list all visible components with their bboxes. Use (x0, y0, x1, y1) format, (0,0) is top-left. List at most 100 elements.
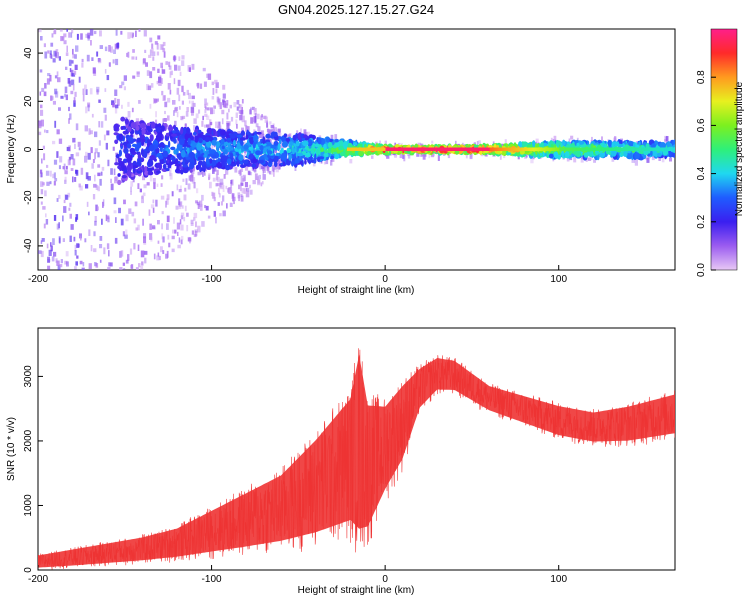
spectrogram-cell (151, 51, 156, 56)
spectrogram-cell (449, 147, 451, 151)
spectrogram-cell (614, 136, 617, 141)
spectrogram-cell (149, 144, 155, 152)
spectrogram-cell (623, 151, 628, 157)
spectrogram-cell (221, 145, 225, 150)
spectrogram-cell (53, 251, 57, 257)
spectrogram-cell (638, 141, 641, 146)
spectrogram-cell (42, 145, 45, 150)
spectrogram-cell (167, 164, 172, 169)
spectrogram-cell (452, 147, 455, 151)
spectrogram-cell (39, 91, 42, 96)
spectrogram-cell (566, 157, 570, 162)
colorbar: 0.0 0.2 0.4 0.6 0.8 Normalized spectral ampl… (696, 28, 745, 277)
spectrogram-cell (117, 173, 121, 177)
spectrogram-cell (197, 133, 202, 138)
spectrogram-cell (63, 40, 67, 45)
spectrogram-cell (245, 166, 249, 171)
spectrogram-cell (215, 88, 218, 94)
spectrogram-cell (416, 151, 420, 157)
spectrogram-cell (220, 201, 223, 206)
spectrogram-cell (171, 191, 174, 197)
spectrogram-cell (86, 201, 89, 207)
spectrogram-cell (122, 130, 129, 135)
spectrogram-cell (259, 145, 264, 151)
spectrogram-cell (39, 173, 42, 178)
spectrogram-cell (253, 129, 256, 133)
spectrogram-cell (209, 121, 213, 126)
spectrogram-cell (374, 147, 376, 151)
spectrogram-cell (204, 98, 207, 106)
spectrogram-cell (166, 198, 169, 205)
spectrogram-cell (204, 113, 208, 117)
spectrogram-cell (572, 147, 575, 151)
spectrogram-cell (71, 60, 74, 64)
spectrogram-cell (161, 223, 163, 230)
spectrogram-cell (43, 43, 46, 48)
spectrogram-cell (155, 126, 162, 133)
spectrogram-cell (304, 159, 307, 165)
spectrogram-cell (331, 158, 335, 162)
spectrogram-cell (204, 124, 208, 128)
spectrogram-cell (56, 71, 59, 77)
spectrogram-cell (163, 95, 166, 101)
spectrogram-cell (118, 207, 121, 214)
spectrogram-cell (87, 35, 90, 41)
spectrogram-cell (99, 30, 102, 37)
spectrogram-cell (200, 203, 203, 211)
spectrogram-cell (381, 147, 384, 151)
spectrogram-cell (166, 223, 169, 230)
spectrogram-cell (234, 167, 238, 173)
spectrogram-cell (170, 146, 176, 151)
spectrogram-cell (140, 250, 145, 258)
spectrogram-cell (156, 170, 161, 174)
spectrogram-cell (615, 147, 618, 151)
spectrogram-cell (349, 147, 351, 151)
spectrogram-cell (166, 250, 169, 258)
spectrogram-cell (42, 206, 46, 210)
spectrogram-cell (242, 141, 246, 148)
spectrogram-cell (277, 143, 281, 151)
spectrogram-cell (205, 205, 209, 211)
spectrogram-cell (225, 185, 228, 190)
spectrogram-cell (349, 159, 353, 164)
spectrogram-cell (115, 158, 118, 165)
spectrogram-cell (191, 230, 194, 235)
spectrogram-cell (167, 115, 170, 121)
spectrogram-cell (46, 164, 49, 168)
spectrogram-cell (212, 128, 216, 136)
spectrogram-cell (113, 132, 119, 136)
spectrogram-cell (420, 153, 423, 157)
spectrogram-cell (244, 182, 248, 188)
spectrogram-cell (78, 183, 81, 188)
spectrogram-cell (242, 174, 246, 182)
spectrogram-cell (166, 162, 173, 166)
spectrogram-cell (126, 52, 128, 57)
spectrogram-cell (93, 231, 96, 237)
spectrogram-cell (205, 167, 207, 172)
spectrogram-cell (75, 261, 78, 266)
spectrogram-cell (40, 250, 44, 258)
spectrogram-cell (199, 83, 203, 89)
spectrogram-cell (224, 149, 228, 155)
spectrogram-cell (182, 178, 185, 182)
spectrogram-cell (182, 159, 186, 166)
spectrogram-cell (50, 242, 52, 247)
spectrogram-cell (226, 123, 230, 130)
spectrogram-cell (160, 183, 163, 187)
spectrogram-cell (87, 176, 91, 181)
spectrogram-cell (651, 143, 656, 149)
spectrogram-cell (246, 187, 250, 192)
spectrogram-cell (178, 237, 181, 243)
spectrogram-cell (211, 109, 215, 114)
spectrogram-cell (146, 153, 150, 159)
spectrogram-cell (161, 211, 164, 215)
spectrogram-cell (334, 134, 338, 141)
spectrogram-cell (611, 155, 615, 162)
spectrogram-cell (248, 171, 252, 176)
spectrogram-cell (68, 156, 71, 161)
spectrogram-cell (65, 52, 69, 56)
spectrogram-cell (177, 231, 179, 236)
spectrogram-cell (116, 42, 120, 48)
spectrogram-cell (60, 36, 64, 42)
spectrogram-cell (100, 121, 104, 128)
